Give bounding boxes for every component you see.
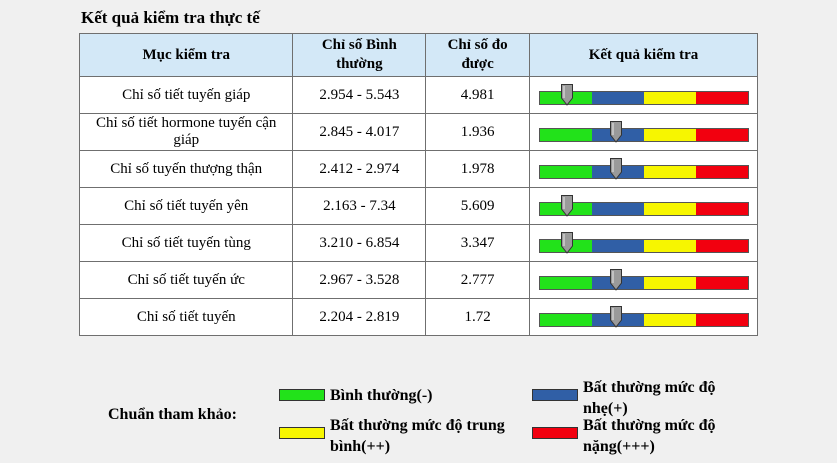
scale-segment-blue (591, 92, 644, 104)
legend-label: Chuẩn tham khảo: (108, 406, 237, 423)
cell-measured-value: 5.609 (425, 187, 530, 225)
table-row: Chỉ số tiết tuyến ức 2.967 - 3.528 2.777 (78, 261, 758, 299)
legend-text: Bất thường mức độ nặng(+++) (583, 417, 716, 455)
legend-item-normal: Bình thường(-) (279, 385, 520, 406)
cell-result-scale (529, 113, 758, 151)
legend-item-mild: Bất thường mức độ nhẹ(+) (532, 377, 733, 419)
table-row: Chỉ số tiết tuyến giáp 2.954 - 5.543 4.981 (78, 76, 758, 114)
scale-marker-icon (560, 195, 573, 217)
cell-normal-range: 3.210 - 6.854 (292, 224, 427, 262)
scale-segment-red (695, 129, 748, 141)
cell-measured-value: 1.72 (425, 298, 530, 336)
scale-segment-yellow (643, 277, 696, 289)
results-table: Mục kiểm tra Chỉ số Bình thường Chỉ số đ… (78, 33, 758, 336)
scale-segment-yellow (643, 203, 696, 215)
cell-item-name: Chỉ số tiết tuyến tùng (78, 224, 294, 262)
header-normal-range: Chỉ số Bình thường (292, 33, 427, 77)
scale-segment-yellow (643, 92, 696, 104)
header-result: Kết quả kiểm tra (529, 33, 758, 77)
cell-item-name: Chỉ số tiết tuyến (78, 298, 294, 336)
cell-normal-range: 2.845 - 4.017 (292, 113, 427, 151)
legend-item-severe: Bất thường mức độ nặng(+++) (532, 415, 733, 457)
cell-normal-range: 2.954 - 5.543 (292, 76, 427, 114)
scale-marker-icon (610, 121, 623, 143)
scale-marker-icon (610, 158, 623, 180)
scale-marker-icon (560, 232, 573, 254)
cell-item-name: Chỉ số tiết tuyến yên (78, 187, 294, 225)
cell-result-scale (529, 76, 758, 114)
legend-text: Bình thường(-) (330, 387, 433, 404)
scale-marker-icon (610, 306, 623, 328)
cell-result-scale (529, 298, 758, 336)
page-title: Kết quả kiểm tra thực tế (81, 8, 260, 27)
table-row: Chỉ số tuyến thượng thận 2.412 - 2.974 1.9… (78, 150, 758, 188)
scale-segment-red (695, 277, 748, 289)
header-measured-value: Chỉ số đo được (425, 33, 530, 77)
result-scale-bar (538, 158, 749, 180)
cell-item-name: Chỉ số tiết tuyến giáp (78, 76, 294, 114)
scale-segment-yellow (643, 314, 696, 326)
table-row: Chỉ số tiết tuyến yên 2.163 - 7.34 5.609 (78, 187, 758, 225)
scale-segment-yellow (643, 129, 696, 141)
cell-measured-value: 2.777 (425, 261, 530, 299)
result-scale-bar (538, 121, 749, 143)
legend-swatch-yellow (279, 427, 325, 439)
cell-normal-range: 2.967 - 3.528 (292, 261, 427, 299)
table-header-row: Mục kiểm tra Chỉ số Bình thường Chỉ số đ… (78, 33, 758, 77)
cell-result-scale (529, 261, 758, 299)
legend-swatch-blue (532, 389, 578, 401)
result-scale-bar (538, 306, 749, 328)
cell-measured-value: 1.936 (425, 113, 530, 151)
scale-segment-green (539, 166, 592, 178)
legend-swatch-red (532, 427, 578, 439)
result-scale-bar (538, 84, 749, 106)
cell-result-scale (529, 150, 758, 188)
header-item: Mục kiểm tra (78, 33, 294, 77)
scale-marker-icon (560, 84, 573, 106)
table-row: Chỉ số tiết hormone tuyến cận giáp 2.845 … (78, 113, 758, 151)
scale-segment-red (695, 203, 748, 215)
result-scale-bar (538, 232, 749, 254)
cell-normal-range: 2.412 - 2.974 (292, 150, 427, 188)
cell-item-name: Chỉ số tuyến thượng thận (78, 150, 294, 188)
scale-segment-green (539, 314, 592, 326)
result-scale-bar (538, 269, 749, 291)
cell-item-name: Chỉ số tiết hormone tuyến cận giáp (78, 113, 294, 151)
legend-text: Bất thường mức độ trung bình(++) (330, 417, 505, 455)
table-row: Chỉ số tiết tuyến tùng 3.210 - 6.854 3.347 (78, 224, 758, 262)
scale-segment-red (695, 166, 748, 178)
scale-segment-blue (591, 240, 644, 252)
scale-segment-yellow (643, 240, 696, 252)
scale-segment-blue (591, 203, 644, 215)
scale-segment-green (539, 129, 592, 141)
cell-result-scale (529, 224, 758, 262)
scale-segment-red (695, 240, 748, 252)
cell-normal-range: 2.163 - 7.34 (292, 187, 427, 225)
cell-measured-value: 1.978 (425, 150, 530, 188)
legend-text: Bất thường mức độ nhẹ(+) (583, 379, 716, 417)
cell-measured-value: 4.981 (425, 76, 530, 114)
legend-swatch-green (279, 389, 325, 401)
scale-segment-red (695, 314, 748, 326)
scale-segment-red (695, 92, 748, 104)
cell-normal-range: 2.204 - 2.819 (292, 298, 427, 336)
legend-item-moderate: Bất thường mức độ trung bình(++) (279, 415, 520, 457)
scale-segment-yellow (643, 166, 696, 178)
table-row: Chỉ số tiết tuyến 2.204 - 2.819 1.72 (78, 298, 758, 336)
scale-marker-icon (610, 269, 623, 291)
cell-measured-value: 3.347 (425, 224, 530, 262)
result-scale-bar (538, 195, 749, 217)
scale-segment-green (539, 277, 592, 289)
cell-item-name: Chỉ số tiết tuyến ức (78, 261, 294, 299)
cell-result-scale (529, 187, 758, 225)
